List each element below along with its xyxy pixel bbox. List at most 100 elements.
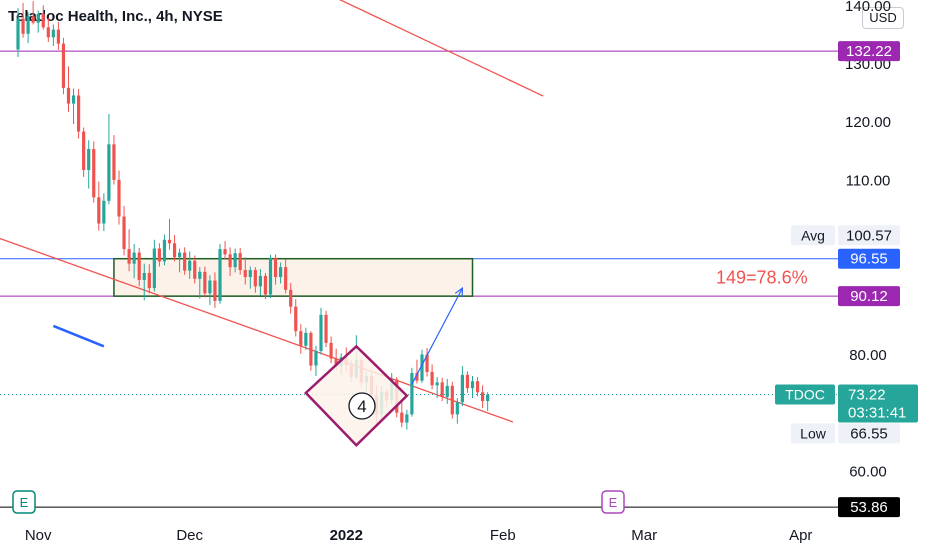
candle: [102, 193, 106, 232]
candle: [142, 263, 146, 301]
candle-body: [142, 272, 146, 280]
price-tick-label: 60.00: [849, 463, 887, 480]
candle-body: [430, 371, 434, 386]
price-tick-label: 140.00: [845, 0, 891, 15]
level-price-label-bg: [838, 41, 900, 62]
candle-body: [97, 197, 101, 224]
trendline[interactable]: [0, 212, 514, 423]
candle-body: [26, 16, 30, 34]
candle-body: [233, 253, 237, 268]
candle: [314, 345, 318, 376]
trendline[interactable]: [52, 324, 105, 348]
candle: [162, 234, 167, 266]
candle-body: [289, 289, 293, 307]
candle: [122, 206, 126, 256]
candle-body: [475, 381, 480, 393]
candle: [178, 248, 182, 273]
candle: [475, 377, 480, 397]
candle: [445, 378, 449, 404]
candle: [455, 398, 459, 424]
candle-body: [445, 385, 449, 397]
wave-count-label: 4: [357, 397, 366, 416]
candle: [82, 127, 86, 177]
candle: [97, 181, 101, 231]
candle-body: [82, 131, 86, 170]
candle-body: [455, 402, 459, 415]
level-price-label[interactable]: 132.22: [838, 41, 900, 62]
avg-value: 100.57: [846, 227, 892, 244]
candle: [77, 89, 81, 139]
candle-body: [152, 248, 156, 289]
candle-body: [117, 179, 121, 217]
candle-body: [188, 260, 192, 271]
level-price-label-text: 53.86: [850, 499, 888, 516]
low-value: 66.55: [850, 425, 888, 442]
earnings-marker[interactable]: E: [12, 490, 36, 514]
candle-body: [122, 216, 126, 250]
candle-body: [319, 314, 323, 351]
candle: [167, 218, 172, 250]
candle-body: [329, 342, 333, 359]
symbol-tag-bg: [775, 384, 835, 405]
candle-body: [263, 275, 268, 295]
candle-body: [248, 270, 252, 278]
candle: [26, 12, 30, 44]
earnings-letter: E: [609, 495, 618, 510]
candle-body: [162, 239, 167, 262]
candle-body: [405, 414, 409, 423]
candle: [41, 5, 45, 30]
candle: [425, 348, 429, 377]
candle-body: [324, 314, 328, 343]
candle-body: [107, 144, 111, 201]
level-price-label[interactable]: 96.55: [838, 248, 900, 269]
candle: [460, 366, 464, 407]
candle-body: [486, 394, 490, 402]
candle-body: [92, 148, 96, 198]
level-price-label[interactable]: 90.12: [838, 286, 900, 307]
candle-body: [314, 350, 318, 366]
candle-body: [410, 373, 414, 415]
candle: [183, 247, 187, 275]
candle-body: [400, 412, 404, 423]
candle-body: [279, 267, 283, 278]
candle-body: [41, 13, 45, 28]
candle: [147, 264, 151, 294]
candle: [405, 409, 409, 430]
candle: [415, 359, 419, 384]
level-price-label[interactable]: 53.86: [838, 497, 900, 518]
candle: [481, 385, 485, 408]
candle: [410, 367, 414, 417]
range-rectangle[interactable]: [113, 257, 474, 297]
candle-body: [198, 271, 202, 279]
symbol-tag: TDOC: [785, 386, 825, 402]
candle-body: [77, 95, 81, 132]
candle-body: [137, 252, 141, 280]
candle-body: [284, 267, 288, 290]
earnings-letter: E: [20, 495, 29, 510]
trendline[interactable]: [316, 0, 544, 97]
candle: [223, 240, 227, 260]
range-rectangle: [113, 257, 474, 297]
candles: [16, 1, 490, 430]
candle-body: [309, 332, 313, 366]
projection-arrow[interactable]: [411, 287, 463, 385]
candle: [152, 239, 156, 292]
candle: [279, 262, 283, 284]
candle-body: [147, 272, 151, 289]
candle: [268, 254, 273, 298]
low-value-bg: [838, 423, 900, 444]
candle: [51, 24, 55, 46]
candle-body: [112, 144, 116, 180]
level-price-label-text: 132.22: [846, 43, 892, 60]
bar-countdown: 03:31:41: [848, 404, 906, 421]
time-label: Dec: [176, 527, 203, 544]
currency-button[interactable]: USD: [862, 7, 904, 29]
candle-body: [223, 249, 227, 255]
candle: [137, 247, 141, 287]
time-axis: Nov Dec 2022 Feb Mar Apr: [25, 527, 813, 544]
candle-body: [465, 374, 470, 389]
earnings-marker[interactable]: E: [601, 490, 625, 514]
candle-body: [87, 148, 91, 170]
candle: [87, 140, 91, 189]
